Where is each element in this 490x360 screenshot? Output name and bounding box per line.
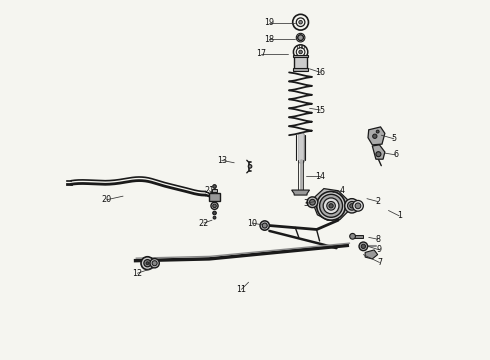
Circle shape: [350, 233, 355, 239]
Circle shape: [146, 262, 149, 265]
Circle shape: [329, 204, 333, 208]
Text: 13: 13: [217, 156, 227, 165]
FancyBboxPatch shape: [293, 55, 309, 57]
Text: 19: 19: [264, 18, 274, 27]
Text: 2: 2: [375, 197, 380, 206]
FancyBboxPatch shape: [293, 68, 309, 71]
Circle shape: [213, 216, 216, 219]
Text: 20: 20: [102, 195, 112, 204]
Circle shape: [376, 152, 381, 157]
Circle shape: [260, 221, 270, 230]
Circle shape: [152, 261, 157, 266]
FancyBboxPatch shape: [294, 56, 307, 69]
Circle shape: [213, 211, 216, 215]
Circle shape: [323, 198, 339, 214]
Text: 7: 7: [377, 258, 382, 267]
Circle shape: [150, 258, 159, 268]
Text: 21: 21: [204, 186, 214, 195]
Polygon shape: [314, 189, 348, 220]
Circle shape: [373, 134, 377, 138]
Polygon shape: [372, 145, 385, 159]
Circle shape: [361, 244, 366, 248]
Circle shape: [359, 242, 368, 251]
Text: 11: 11: [236, 285, 246, 294]
Text: 14: 14: [315, 172, 325, 181]
Text: 8: 8: [375, 235, 380, 244]
Circle shape: [298, 35, 303, 41]
Circle shape: [299, 21, 302, 24]
Circle shape: [299, 50, 302, 54]
Text: 12: 12: [132, 269, 143, 278]
Circle shape: [317, 192, 345, 220]
Circle shape: [211, 202, 218, 210]
Circle shape: [347, 202, 356, 210]
Circle shape: [307, 197, 318, 208]
Circle shape: [319, 194, 343, 217]
Text: 16: 16: [315, 68, 325, 77]
Polygon shape: [368, 127, 385, 145]
Text: 10: 10: [247, 219, 257, 228]
Circle shape: [310, 199, 315, 205]
Polygon shape: [292, 190, 310, 195]
Circle shape: [141, 257, 154, 270]
Circle shape: [344, 199, 359, 213]
Circle shape: [376, 130, 379, 133]
Circle shape: [248, 165, 252, 168]
Text: 3: 3: [303, 199, 309, 208]
Circle shape: [213, 204, 216, 208]
Text: 6: 6: [393, 150, 398, 159]
Text: 5: 5: [391, 134, 396, 143]
Polygon shape: [353, 234, 364, 238]
Text: 9: 9: [377, 246, 382, 255]
Text: 17: 17: [256, 49, 266, 58]
Text: 4: 4: [339, 186, 344, 195]
FancyBboxPatch shape: [210, 193, 220, 201]
Circle shape: [353, 201, 364, 211]
Circle shape: [350, 204, 354, 208]
Text: 18: 18: [264, 35, 274, 44]
Text: 15: 15: [315, 105, 325, 114]
Circle shape: [262, 223, 267, 228]
Circle shape: [144, 260, 151, 267]
Text: 22: 22: [198, 219, 209, 228]
FancyBboxPatch shape: [212, 189, 217, 192]
Circle shape: [327, 202, 335, 210]
Circle shape: [213, 185, 216, 188]
Polygon shape: [365, 250, 378, 259]
Circle shape: [355, 203, 361, 209]
Text: 1: 1: [397, 211, 402, 220]
